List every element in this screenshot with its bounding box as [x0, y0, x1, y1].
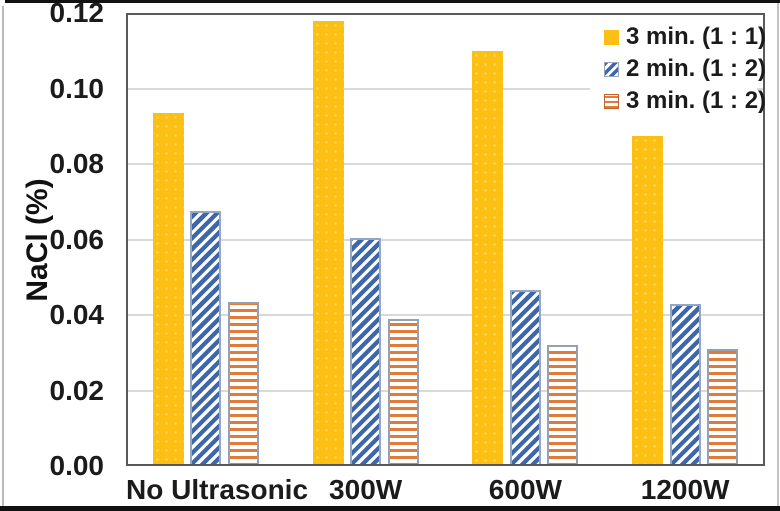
legend-swatch-orange-horizontal-hatch-icon — [604, 93, 619, 109]
legend-label-series-1: 2 min. (1 : 2) — [626, 55, 767, 82]
x-category-label: No Ultrasonic — [126, 474, 309, 505]
gridline — [128, 314, 763, 316]
gridline — [128, 238, 763, 241]
bar — [350, 237, 382, 466]
y-tick-label: 0.10 — [49, 72, 105, 104]
bar — [387, 318, 419, 466]
bar — [632, 135, 664, 466]
y-tick-label: 0.12 — [49, 0, 105, 28]
bar — [312, 20, 344, 466]
bar — [509, 290, 541, 466]
figure-frame-right — [777, 3, 779, 506]
gridline — [128, 87, 763, 90]
legend-label-series-0: 3 min. (1 : 1) — [626, 23, 767, 50]
figure-frame-top — [5, 0, 780, 3]
legend-swatch-solid-gold-icon — [604, 29, 619, 45]
legend-swatch-blue-diagonal-hatch-icon — [604, 61, 619, 77]
gridline — [128, 389, 763, 392]
legend-item-series-0: 3 min. (1 : 1) — [604, 23, 766, 51]
x-category-label: 1200W — [640, 474, 730, 505]
x-category-label: 300W — [329, 474, 403, 505]
bar — [227, 301, 259, 466]
y-tick-label: 0.08 — [49, 148, 105, 179]
y-axis-tick-labels: 0.12 0.10 0.08 0.06 0.04 0.02 0.00 — [0, 0, 112, 481]
legend-label-series-2: 3 min. (1 : 2) — [626, 87, 767, 114]
x-category-label: 600W — [488, 474, 562, 505]
bar — [547, 345, 579, 466]
y-tick-label: 0.04 — [49, 299, 105, 330]
y-tick-label: 0.06 — [49, 223, 105, 255]
figure-frame-bottom — [0, 506, 780, 511]
y-tick-label: 0.02 — [49, 374, 105, 406]
gridline — [128, 163, 763, 165]
plot-area — [126, 13, 765, 466]
bar — [669, 303, 701, 466]
figure-frame-left — [2, 6, 4, 506]
bar — [472, 50, 504, 466]
legend-item-series-1: 2 min. (1 : 2) — [604, 55, 766, 83]
bar — [707, 348, 739, 466]
bar — [190, 211, 222, 466]
y-tick-label: 0.00 — [49, 450, 105, 481]
bar — [152, 113, 184, 466]
legend: 3 min. (1 : 1) 2 min. (1 : 2) 3 min. (1 … — [590, 16, 766, 119]
x-axis-category-labels: No Ultrasonic 300W 600W 1200W — [126, 474, 765, 508]
legend-item-series-2: 3 min. (1 : 2) — [604, 87, 766, 115]
